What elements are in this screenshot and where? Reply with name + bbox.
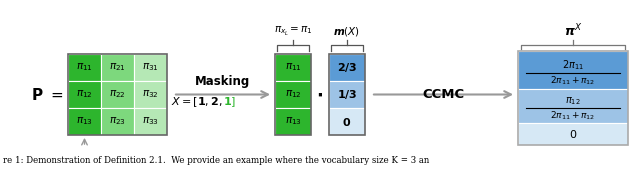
Text: $\pi_{21}$: $\pi_{21}$ xyxy=(109,62,126,73)
Bar xyxy=(275,108,311,135)
Text: $\pi_{32}$: $\pi_{32}$ xyxy=(142,89,159,100)
Text: $\pi_{12}$: $\pi_{12}$ xyxy=(565,95,581,107)
Text: $2\pi_{11}$: $2\pi_{11}$ xyxy=(562,58,584,72)
Bar xyxy=(329,81,365,108)
Bar xyxy=(68,54,167,135)
Text: $\boldsymbol{m}(X)$: $\boldsymbol{m}(X)$ xyxy=(333,25,360,38)
Bar xyxy=(101,81,134,108)
Bar xyxy=(275,54,311,81)
Text: $2\pi_{11}+\pi_{12}$: $2\pi_{11}+\pi_{12}$ xyxy=(550,109,596,122)
Bar xyxy=(68,108,101,135)
Bar xyxy=(68,54,101,81)
Text: $\pi_{11}$: $\pi_{11}$ xyxy=(76,62,93,73)
Bar xyxy=(518,89,628,123)
Text: $\pi_{22}$: $\pi_{22}$ xyxy=(109,89,126,100)
Text: $2\pi_{11}+\pi_{12}$: $2\pi_{11}+\pi_{12}$ xyxy=(550,74,596,87)
Text: $0$: $0$ xyxy=(569,128,577,140)
Text: re 1: Demonstration of Definition 2.1.  We provide an example where the vocabula: re 1: Demonstration of Definition 2.1. W… xyxy=(3,156,429,165)
Text: $\boldsymbol{\cdot}$: $\boldsymbol{\cdot}$ xyxy=(317,86,323,103)
Text: $\pi_{x_L} = \pi_1$: $\pi_{x_L} = \pi_1$ xyxy=(273,25,312,38)
Bar xyxy=(68,81,101,108)
Bar xyxy=(275,54,311,135)
Text: $\pi_{31}$: $\pi_{31}$ xyxy=(142,62,159,73)
Bar xyxy=(101,54,134,81)
Text: Masking: Masking xyxy=(195,75,251,88)
Bar xyxy=(134,54,167,81)
Bar xyxy=(134,81,167,108)
Bar xyxy=(134,108,167,135)
Text: $\pi_{33}$: $\pi_{33}$ xyxy=(142,116,159,127)
Text: CCMC: CCMC xyxy=(422,88,465,101)
Text: $\mathbf{1}]$: $\mathbf{1}]$ xyxy=(223,96,236,109)
Bar xyxy=(101,108,134,135)
Text: $\pi_{11}$: $\pi_{11}$ xyxy=(285,62,301,73)
Text: $\mathbf{1/3}$: $\mathbf{1/3}$ xyxy=(337,88,357,101)
Text: $\pi_{13}$: $\pi_{13}$ xyxy=(76,116,93,127)
Text: $\pi_{13}$: $\pi_{13}$ xyxy=(285,116,301,127)
Text: $\pi_{12}$: $\pi_{12}$ xyxy=(76,89,93,100)
Bar xyxy=(275,81,311,108)
Text: $X = [\mathbf{1}, \mathbf{2},\ $: $X = [\mathbf{1}, \mathbf{2},\ $ xyxy=(172,96,223,109)
Bar xyxy=(329,54,365,81)
Text: $\pi_{12}$: $\pi_{12}$ xyxy=(285,89,301,100)
Bar xyxy=(329,108,365,135)
Bar xyxy=(329,54,365,135)
Text: $\mathbf{0}$: $\mathbf{0}$ xyxy=(342,115,351,127)
Bar xyxy=(518,123,628,145)
Bar xyxy=(518,51,628,145)
Text: $\mathbf{2/3}$: $\mathbf{2/3}$ xyxy=(337,61,357,74)
Text: $\boldsymbol{\pi}^X$: $\boldsymbol{\pi}^X$ xyxy=(564,23,582,39)
Bar xyxy=(518,51,628,89)
Text: $\mathbf{P}\ =$: $\mathbf{P}\ =$ xyxy=(31,87,63,103)
Text: $\pi_{23}$: $\pi_{23}$ xyxy=(109,116,126,127)
